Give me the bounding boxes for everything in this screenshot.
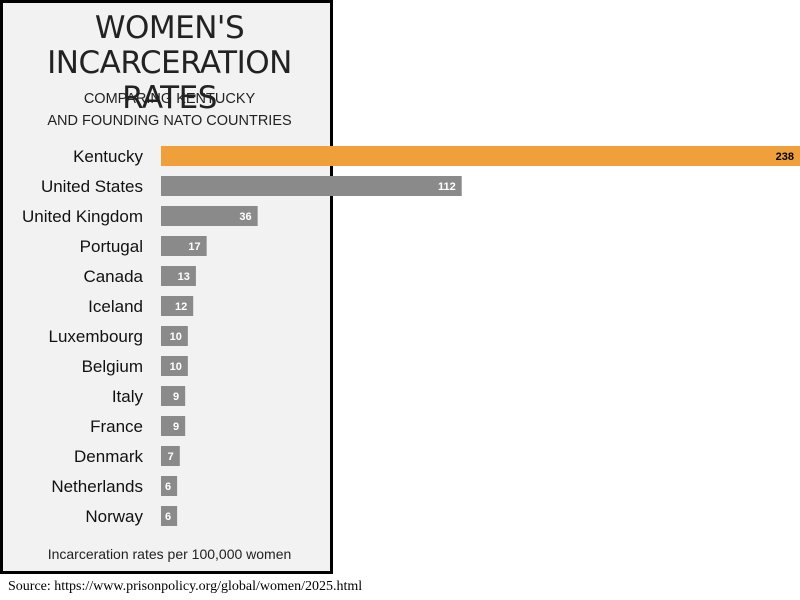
category-label-denmark: Denmark: [74, 447, 143, 466]
category-label-netherlands: Netherlands: [51, 477, 143, 496]
category-label-portugal: Portugal: [80, 237, 143, 256]
category-label-italy: Italy: [112, 387, 144, 406]
bar-italy: [161, 386, 186, 406]
bar-netherlands: [161, 476, 178, 496]
category-label-united-states: United States: [41, 177, 143, 196]
value-label-kentucky: 238: [776, 151, 794, 163]
value-label-luxembourg: 10: [170, 331, 182, 343]
category-label-united-kingdom: United Kingdom: [22, 207, 143, 226]
bar-norway: [161, 506, 178, 526]
value-label-canada: 13: [178, 271, 190, 283]
bar-luxembourg: [161, 326, 188, 346]
value-label-france: 9: [173, 421, 179, 433]
source-citation: Source: https://www.prisonpolicy.org/glo…: [8, 579, 363, 594]
category-label-luxembourg: Luxembourg: [48, 327, 143, 346]
category-label-france: France: [90, 417, 143, 436]
value-label-belgium: 10: [170, 361, 182, 373]
chart-subtitle: COMPARING KENTUCKY AND FOUNDING NATO COU…: [47, 91, 292, 129]
units-note: Incarceration rates per 100,000 women: [47, 546, 292, 562]
value-label-norway: 6: [165, 511, 171, 523]
bar-denmark: [161, 446, 180, 466]
value-label-netherlands: 6: [165, 481, 171, 493]
bar-iceland: [161, 296, 194, 316]
bar-united-kingdom: [161, 206, 258, 226]
bar-portugal: [161, 236, 207, 256]
bar-france: [161, 416, 186, 436]
bar-kentucky: [161, 146, 800, 166]
category-label-iceland: Iceland: [88, 297, 143, 316]
chart-title: WOMEN'S INCARCERATION RATES: [47, 10, 292, 116]
bar-chart: Kentucky 238 United States 112 United Kingdo…: [22, 146, 800, 526]
title-panel: WOMEN'S INCARCERATION RATES COMPARING KE…: [0, 0, 333, 574]
category-label-belgium: Belgium: [82, 357, 143, 376]
value-label-united-kingdom: 36: [239, 211, 251, 223]
value-label-iceland: 12: [175, 301, 187, 313]
bar-united-states: [161, 176, 462, 196]
bar-canada: [161, 266, 196, 286]
category-label-kentucky: Kentucky: [73, 147, 143, 166]
value-label-denmark: 7: [168, 451, 174, 463]
value-label-united-states: 112: [438, 181, 456, 193]
value-label-italy: 9: [173, 391, 179, 403]
category-label-canada: Canada: [83, 267, 143, 286]
bar-belgium: [161, 356, 188, 376]
category-label-norway: Norway: [85, 507, 143, 526]
value-label-portugal: 17: [188, 241, 200, 253]
